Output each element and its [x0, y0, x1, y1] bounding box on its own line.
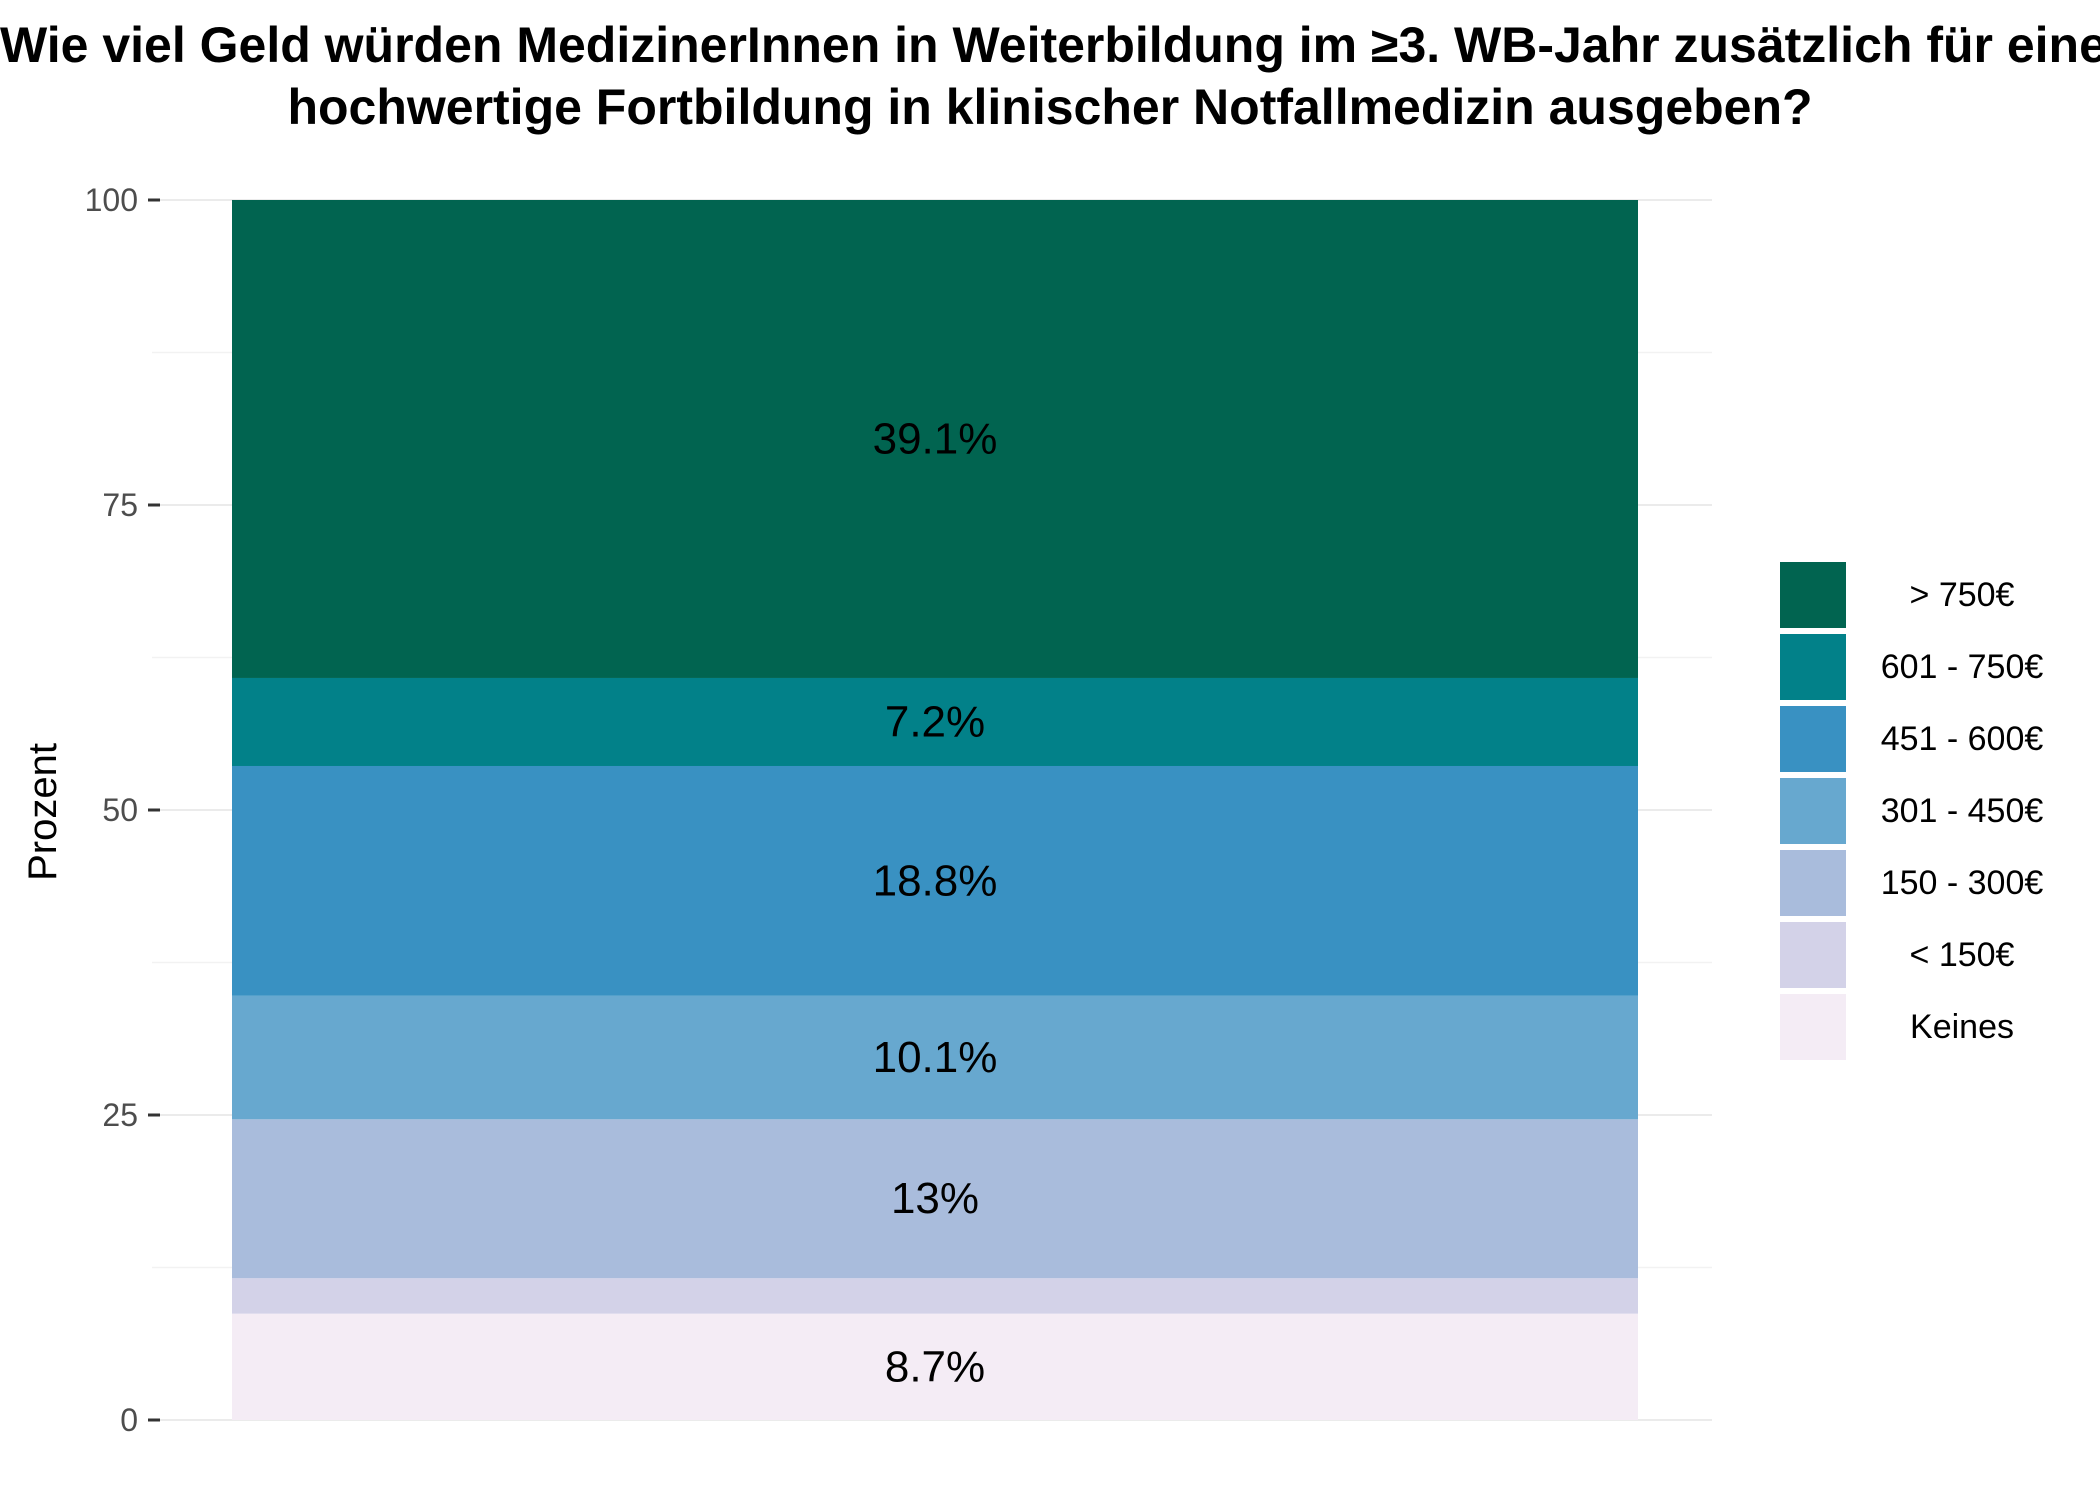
- legend-label: > 750€: [1910, 576, 2015, 614]
- segment-value-label: 13%: [891, 1174, 979, 1223]
- segment-value-label: 18.8%: [873, 856, 998, 905]
- y-axis: 0 25 50 75 100: [85, 182, 160, 1438]
- legend: > 750€ 601 - 750€ 451 - 600€ 301 - 450€ 150 …: [1780, 562, 2043, 1060]
- legend-key: [1780, 706, 1846, 772]
- y-axis-title: Prozent: [21, 743, 65, 881]
- segment-value-label: 8.7%: [885, 1342, 985, 1391]
- legend-key: [1780, 778, 1846, 844]
- y-tick-label: 50: [102, 792, 138, 828]
- chart-title-line-1: Wie viel Geld würden MedizinerInnen in W…: [0, 17, 2100, 73]
- legend-label: < 150€: [1910, 936, 2015, 974]
- legend-label: Keines: [1910, 1008, 2014, 1046]
- legend-key: [1780, 850, 1846, 916]
- y-tick-label: 25: [102, 1097, 138, 1133]
- bar-segment: [232, 765, 1638, 996]
- bar-segment: [232, 677, 1638, 766]
- chart-title-line-2: hochwertige Fortbildung in klinischer No…: [287, 79, 1813, 135]
- segment-value-label: 39.1%: [873, 414, 998, 463]
- bar-segment: [232, 995, 1638, 1120]
- legend-label: 301 - 450€: [1881, 792, 2044, 830]
- bar-segment: [232, 1119, 1638, 1279]
- chart-title: Wie viel Geld würden MedizinerInnen in W…: [0, 14, 2100, 138]
- bar-segment: [232, 1313, 1638, 1420]
- legend-key: [1780, 634, 1846, 700]
- legend-label: 601 - 750€: [1881, 648, 2044, 686]
- legend-label: 150 - 300€: [1881, 864, 2044, 902]
- legend-key: [1780, 994, 1846, 1060]
- segment-value-label: 10.1%: [873, 1033, 998, 1082]
- legend-key: [1780, 922, 1846, 988]
- bar-segments: [232, 200, 1638, 1420]
- segment-labels: 8.7% 13% 10.1% 18.8% 7.2% 39.1%: [873, 414, 998, 1391]
- bar-segment: [232, 200, 1638, 678]
- y-tick-label: 0: [120, 1402, 138, 1438]
- legend-key: [1780, 562, 1846, 628]
- legend-label: 451 - 600€: [1881, 720, 2044, 758]
- y-tick-label: 75: [102, 487, 138, 523]
- y-tick-label: 100: [85, 182, 138, 218]
- segment-value-label: 7.2%: [885, 697, 985, 746]
- bar-segment: [232, 1278, 1638, 1314]
